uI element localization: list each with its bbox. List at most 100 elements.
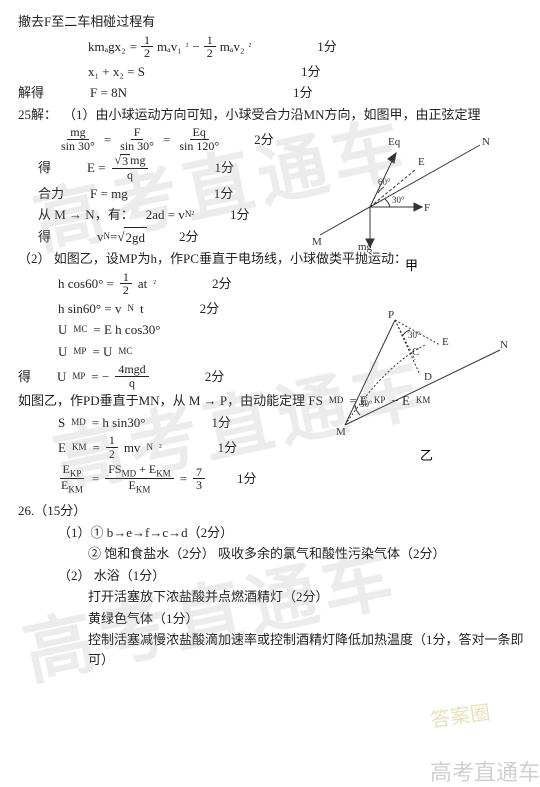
minus: −: [192, 37, 199, 57]
diagram-caption: 乙: [420, 445, 433, 464]
term: U: [58, 342, 67, 362]
label-eq: Eq: [388, 136, 401, 148]
equation: EKP EKM = FSMD + EKM EKM = 7 3 1分: [58, 463, 526, 496]
diagram-parabola-yi: P E C N D M 30° 30°: [330, 310, 510, 440]
lhs: E =: [87, 158, 106, 178]
fraction: 1 2: [141, 34, 153, 60]
text: （1）① b→e→f→c→d（2分）: [58, 523, 233, 543]
label: 合力: [38, 184, 64, 204]
text: 如图乙，作PD垂直于MN，从 M → P，由动能定理 FS: [18, 391, 323, 411]
points: 1分: [230, 205, 250, 225]
term: mg: [130, 153, 145, 167]
label-angle-30: 30°: [408, 330, 421, 340]
label: 从 M → N，有：: [38, 205, 134, 225]
denominator: sin 30°: [117, 140, 157, 153]
label-m: M: [336, 426, 346, 438]
fraction: 1 2: [204, 34, 216, 60]
sub: KP: [70, 468, 82, 478]
numerator: F: [131, 126, 144, 140]
points: 1分: [211, 413, 231, 433]
label-angle-60: 60°: [378, 177, 391, 187]
numerator: 1: [120, 271, 132, 285]
term: 2ad = v: [146, 205, 185, 225]
denominator: 2: [120, 284, 132, 297]
points: 2分: [212, 274, 232, 294]
eq-body: x₁ + x₂ = S: [88, 62, 145, 82]
eq-sign: =: [163, 130, 170, 150]
label: 解得: [18, 83, 44, 103]
sub: MP: [72, 370, 85, 384]
label-n: N: [482, 136, 490, 148]
denominator: EKM: [126, 479, 154, 495]
equation: x₁ + x₂ = S 1分: [88, 62, 526, 82]
eq-sign: =: [130, 37, 137, 57]
sqrt: 3: [115, 154, 131, 168]
fraction: 7 3: [193, 466, 205, 492]
eq-body: F = 8N: [90, 83, 127, 103]
sqrt: 2gd: [117, 227, 147, 248]
label-e: E: [418, 156, 425, 168]
numerator: Eq: [190, 126, 209, 140]
lhs: h sin60° = v: [58, 299, 121, 319]
text-line: ② 饱和食盐水（2分） 吸收多余的氯气和酸性污染气体（2分）: [88, 544, 526, 564]
fraction: 3mg q: [112, 154, 149, 181]
term: at: [138, 274, 147, 294]
fraction: EKP EKM: [58, 463, 86, 496]
denominator: q: [126, 377, 138, 390]
label-angle-30: 30°: [360, 399, 373, 409]
denominator: 2: [141, 47, 153, 60]
denominator: sin 30°: [58, 140, 98, 153]
line-mn: [320, 145, 480, 235]
eq-body: F = mg: [90, 184, 128, 204]
points: 2分: [205, 367, 225, 387]
sub: MP: [73, 345, 86, 359]
sub: KM: [72, 441, 87, 455]
text: （2） 水浴（1分）: [58, 566, 165, 586]
arrowhead-icon: [414, 203, 422, 211]
label-angle-30: 30°: [392, 195, 405, 205]
eq-sign: =: [92, 438, 99, 458]
label: 得: [38, 227, 51, 247]
numerator: FSMD + EKM: [105, 463, 174, 480]
term: E: [58, 438, 66, 458]
q-number: 25解：: [18, 105, 57, 125]
text-line: （1）① b→e→f→c→d（2分）: [58, 523, 526, 543]
points: 1分: [214, 158, 234, 178]
eq-sign: =: [92, 469, 99, 489]
sub: N: [146, 441, 153, 455]
points: 1分: [214, 184, 234, 204]
diagram-caption: 甲: [405, 255, 418, 274]
fraction: Eq sin 120°: [176, 126, 222, 152]
text-line: （2） 水浴（1分）: [58, 566, 526, 586]
sub: MC: [118, 345, 132, 359]
eq-sign: = U: [92, 342, 112, 362]
eq-sign: = −: [91, 367, 109, 387]
text: 黄绿色气体（1分）: [88, 609, 199, 629]
fraction: 1 2: [120, 271, 132, 297]
denominator: 3: [193, 479, 205, 492]
lhs: kmₐgx₂: [88, 37, 126, 57]
equation: kmₐgx₂ = 1 2 mₐv₁² − 1 2 mₐv₂² 1分: [88, 34, 526, 60]
numerator: mg: [67, 126, 88, 140]
rhs: = h sin30°: [92, 413, 146, 433]
lhs: h cos60° =: [58, 274, 114, 294]
line-mn: [345, 350, 500, 425]
eq-sign: =: [104, 130, 111, 150]
term: + E: [136, 462, 156, 476]
label-f: F: [424, 202, 430, 214]
denominator: 2: [106, 448, 118, 461]
equation: h cos60° = 1 2 at² 2分: [58, 271, 526, 297]
exp: ²: [159, 441, 162, 455]
points: 1分: [218, 438, 238, 458]
points: 1分: [293, 83, 313, 103]
eq-sign: =: [110, 227, 117, 247]
radicand: 3: [120, 154, 130, 168]
eq-body: 2ad = vN²: [146, 205, 194, 225]
fraction: 4mgd q: [115, 363, 148, 389]
eq-body: kmₐgx₂ = 1 2 mₐv₁² − 1 2 mₐv₂²: [88, 34, 251, 60]
numerator: 1: [141, 34, 153, 48]
term: mv: [124, 438, 141, 458]
text: 打开活塞放下浓盐酸并点燃酒精灯（2分）: [88, 587, 329, 607]
angle-arc: [385, 199, 390, 207]
exp: ²: [186, 40, 189, 54]
